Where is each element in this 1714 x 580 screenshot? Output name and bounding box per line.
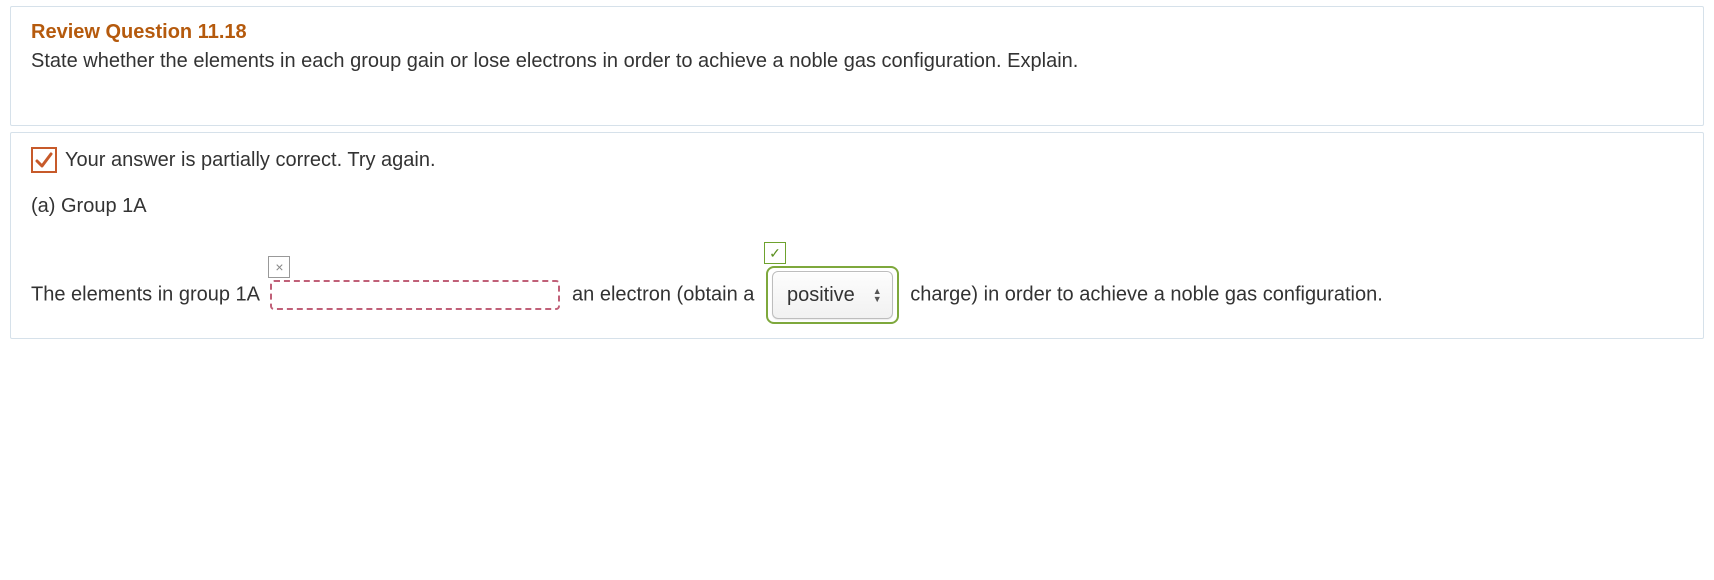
blank1-input[interactable] (270, 280, 560, 310)
answer-sentence: The elements in group 1A × an electron (… (31, 266, 1683, 324)
partial-correct-icon (31, 147, 57, 173)
question-prompt: State whether the elements in each group… (31, 50, 1683, 73)
sentence-mid: an electron (obtain a (572, 283, 760, 305)
sentence-tail: charge) in order to achieve a noble gas … (910, 283, 1383, 305)
answer-panel: Your answer is partially correct. Try ag… (10, 132, 1704, 339)
charge-select[interactable]: positive ▲▼ (772, 271, 893, 319)
question-title: Review Question 11.18 (31, 21, 1683, 44)
blank1-wrap: × (270, 280, 560, 310)
feedback-text: Your answer is partially correct. Try ag… (65, 149, 436, 172)
wrong-mark-icon: × (268, 256, 290, 278)
select1-wrap: ✓ positive ▲▼ (766, 266, 899, 324)
charge-select-value: positive (787, 274, 855, 316)
sentence-lead: The elements in group 1A (31, 283, 264, 305)
feedback-row: Your answer is partially correct. Try ag… (31, 147, 1683, 173)
right-mark-icon: ✓ (764, 242, 786, 264)
select1-border: positive ▲▼ (766, 266, 899, 324)
stepper-icon: ▲▼ (873, 287, 882, 303)
question-panel: Review Question 11.18 State whether the … (10, 6, 1704, 126)
part-label: (a) Group 1A (31, 195, 1683, 218)
